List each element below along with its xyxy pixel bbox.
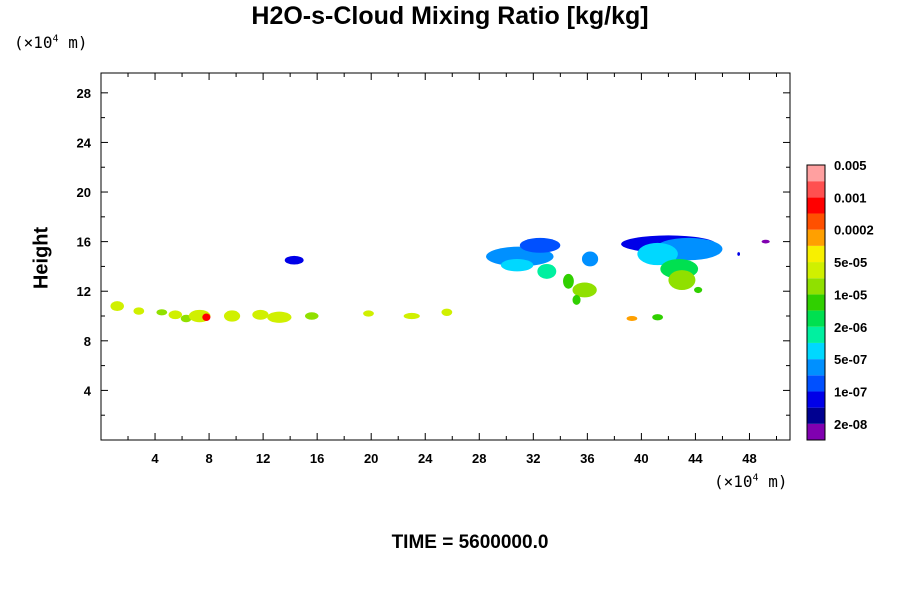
cloud-region [110, 301, 124, 312]
colorbar-swatch [807, 197, 825, 214]
cloud-region [563, 273, 574, 289]
cloud-region [363, 310, 374, 317]
colorbar-swatch [807, 229, 825, 246]
y-tick-label: 24 [77, 135, 92, 150]
x-tick-label: 4 [151, 451, 159, 466]
cloud-region [572, 282, 597, 298]
colorbar-label: 5e-07 [834, 352, 867, 367]
cloud-region [202, 313, 211, 321]
colorbar-swatch [807, 294, 825, 311]
x-tick-label: 12 [256, 451, 270, 466]
colorbar-swatch [807, 375, 825, 392]
cloud-region [737, 252, 741, 256]
y-tick-label: 4 [84, 383, 92, 398]
colorbar-swatch [807, 310, 825, 327]
x-tick-label: 8 [205, 451, 212, 466]
cloud-region [441, 308, 453, 317]
x-tick-label: 32 [526, 451, 540, 466]
colorbar-swatch [807, 326, 825, 343]
colorbar-swatch [807, 407, 825, 424]
cloud-region [694, 286, 703, 294]
colorbar-swatch [807, 423, 825, 440]
y-tick-label: 8 [84, 334, 91, 349]
cloud-region [572, 294, 581, 305]
cloud-region [180, 314, 192, 323]
cloud-region [537, 263, 557, 279]
x-tick-label: 36 [580, 451, 594, 466]
cloud-region [637, 242, 678, 266]
y-tick-label: 12 [77, 284, 91, 299]
cloud-region [223, 310, 241, 322]
cloud-region [668, 270, 696, 290]
y-tick-label: 20 [77, 185, 91, 200]
colorbar-label: 1e-05 [834, 287, 867, 302]
cloud-region [168, 310, 183, 320]
colorbar-label: 2e-06 [834, 320, 867, 335]
time-label: TIME = 5600000.0 [391, 532, 549, 553]
cloud-region [519, 237, 561, 253]
colorbar-swatch [807, 165, 825, 182]
colorbar-swatch [807, 342, 825, 360]
y-tick-label: 28 [77, 86, 91, 101]
colorbar-swatch [807, 245, 825, 263]
cloud-region [267, 311, 292, 323]
x-tick-label: 24 [418, 451, 433, 466]
x-tick-label: 40 [634, 451, 648, 466]
colorbar-label: 2e-08 [834, 417, 867, 432]
x-tick-label: 28 [472, 451, 486, 466]
cloud-region [252, 309, 269, 320]
colorbar-label: 0.001 [834, 190, 867, 205]
cloud-region [284, 255, 304, 265]
cloud-region [761, 239, 770, 244]
x-tick-label: 16 [310, 451, 324, 466]
x-tick-label: 44 [688, 451, 703, 466]
colorbar-swatch [807, 262, 825, 279]
colorbar-label: 5e-05 [834, 255, 867, 270]
colorbar-frame [806, 164, 826, 441]
colorbar-swatch [807, 278, 825, 295]
x-tick-label: 48 [742, 451, 756, 466]
colorbar-label: 0.0002 [834, 223, 874, 238]
x-tick-label: 20 [364, 451, 378, 466]
cloud-region [304, 312, 319, 320]
colorbar-label: 1e-07 [834, 384, 867, 399]
colorbar-swatch [807, 181, 825, 198]
plot-frame [100, 72, 791, 441]
colorbar-swatch [807, 391, 825, 408]
cloud-region [652, 314, 664, 321]
cloud-region [156, 309, 168, 316]
y-tick-label: 16 [77, 235, 91, 250]
colorbar-swatch [807, 213, 825, 230]
cloud-region [626, 316, 638, 321]
y-axis-unit: (×104 m) [14, 33, 88, 52]
chart-title: H2O-s-Cloud Mixing Ratio [kg/kg] [251, 2, 649, 30]
colorbar-swatch [807, 359, 825, 376]
x-axis-unit: (×104 m) [714, 472, 788, 491]
cloud-region [581, 251, 599, 267]
cloud-region [500, 258, 534, 272]
cloud-region [403, 312, 420, 320]
colorbar-label: 0.005 [834, 158, 867, 173]
cloud-region [133, 307, 145, 315]
